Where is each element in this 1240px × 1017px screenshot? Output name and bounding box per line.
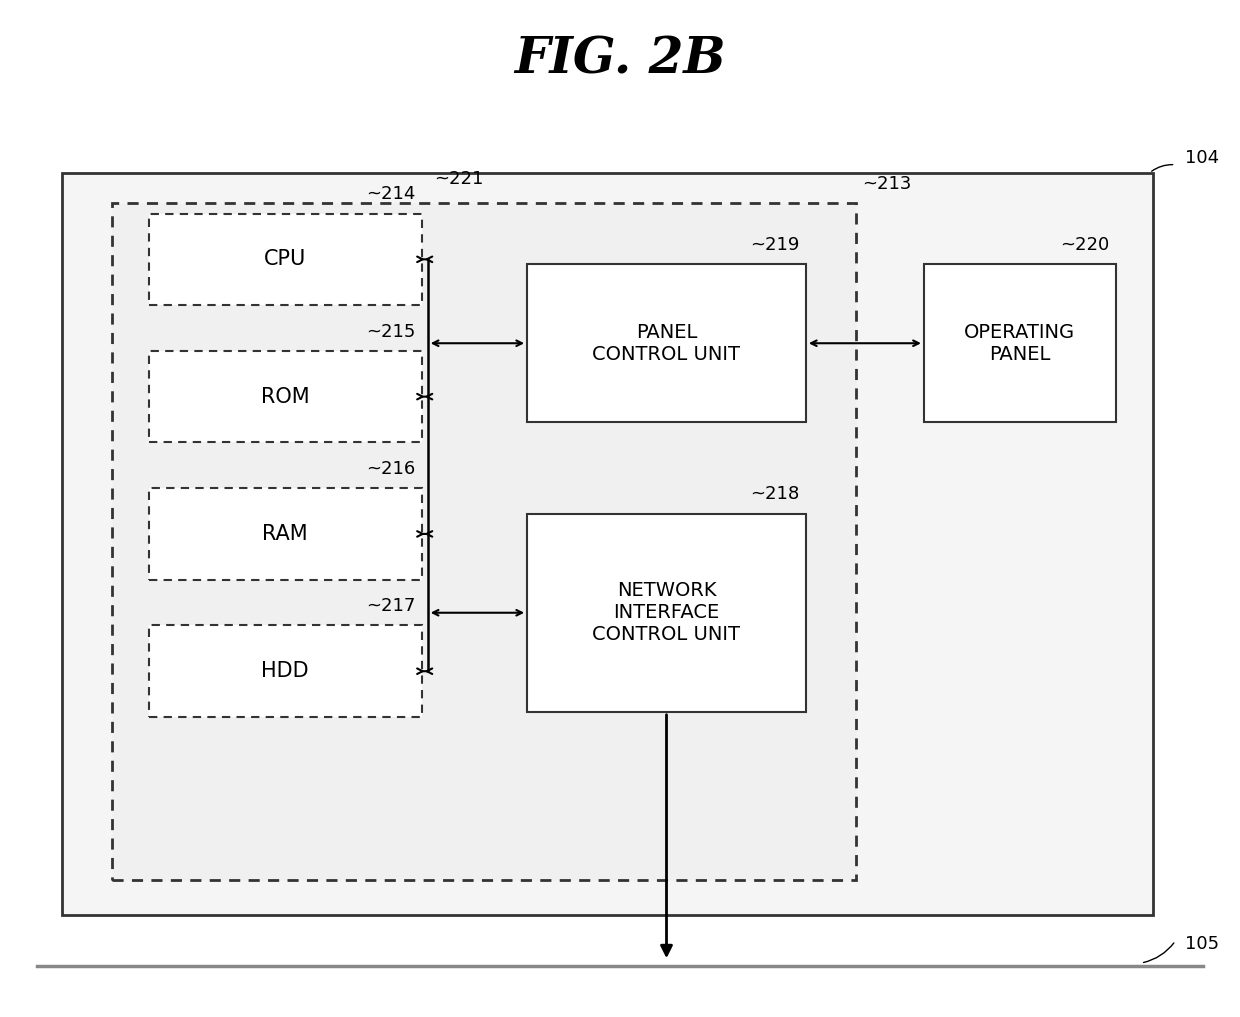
Text: ~215: ~215 bbox=[366, 322, 415, 341]
Text: CPU: CPU bbox=[264, 249, 306, 270]
Text: ~213: ~213 bbox=[862, 175, 911, 193]
Bar bbox=[149, 625, 422, 717]
Text: HDD: HDD bbox=[262, 661, 309, 681]
Text: RAM: RAM bbox=[263, 524, 308, 544]
Bar bbox=[62, 173, 1153, 915]
Bar bbox=[112, 203, 856, 880]
Bar bbox=[149, 488, 422, 580]
Bar bbox=[149, 214, 422, 305]
Text: ~216: ~216 bbox=[366, 460, 415, 478]
Bar bbox=[149, 351, 422, 442]
Bar bbox=[527, 514, 806, 712]
Text: ~218: ~218 bbox=[750, 485, 800, 503]
Bar bbox=[924, 264, 1116, 422]
Text: ~219: ~219 bbox=[750, 236, 800, 254]
Text: 104: 104 bbox=[1185, 148, 1220, 167]
Bar bbox=[527, 264, 806, 422]
Text: ~220: ~220 bbox=[1060, 236, 1110, 254]
Text: ROM: ROM bbox=[260, 386, 310, 407]
Text: 105: 105 bbox=[1185, 935, 1220, 953]
Text: ~217: ~217 bbox=[366, 597, 415, 615]
Text: ~221: ~221 bbox=[434, 170, 484, 188]
Text: PANEL
CONTROL UNIT: PANEL CONTROL UNIT bbox=[593, 322, 740, 364]
Text: OPERATING
PANEL: OPERATING PANEL bbox=[965, 322, 1075, 364]
Text: NETWORK
INTERFACE
CONTROL UNIT: NETWORK INTERFACE CONTROL UNIT bbox=[593, 582, 740, 644]
Text: ~214: ~214 bbox=[366, 185, 415, 203]
Text: FIG. 2B: FIG. 2B bbox=[515, 36, 725, 84]
